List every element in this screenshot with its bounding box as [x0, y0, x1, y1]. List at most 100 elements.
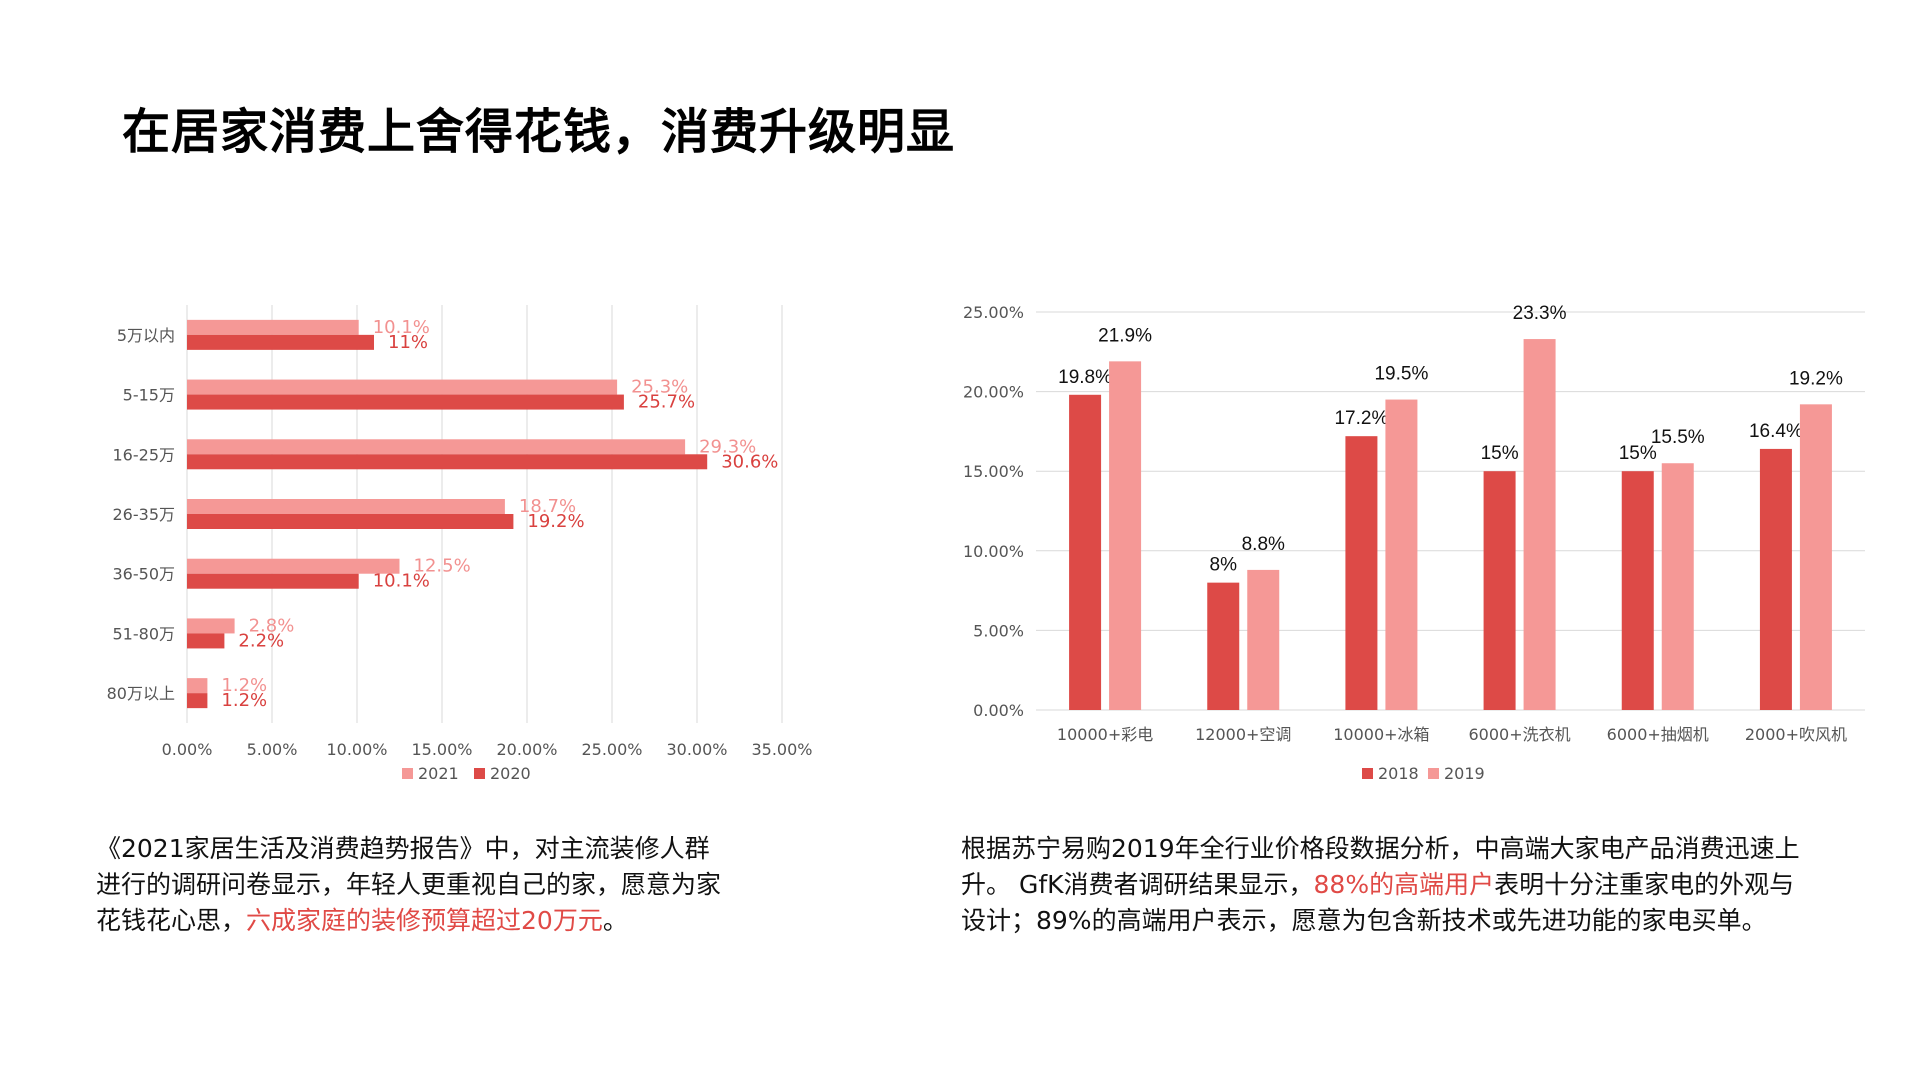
data-label-2020: 10.1%	[373, 571, 430, 592]
left-text-line: 进行的调研问卷显示，年轻人更重视自己的家，愿意为家	[96, 870, 722, 899]
left-highlight: 六成家庭的装修预算超过20万元	[246, 906, 603, 935]
category-label: 80万以上	[107, 684, 175, 703]
data-label-2018: 17.2%	[1334, 408, 1388, 429]
left-text-span: 。	[602, 906, 628, 935]
bar-2019	[1247, 569, 1280, 710]
right-text-line: 升。 GfK消费者调研结果显示，88%的高端用户表明十分注重家电的外观与	[961, 867, 1800, 903]
category-label: 10000+彩电	[1057, 725, 1153, 744]
y-tick-label: 15.00%	[963, 462, 1024, 481]
legend-label-2018: 2018	[1378, 764, 1419, 783]
bar-2020	[187, 573, 359, 589]
bar-2021	[187, 319, 359, 335]
bar-2020	[187, 633, 225, 649]
data-label-2018: 15%	[1481, 443, 1519, 464]
category-label: 51-80万	[113, 624, 176, 643]
data-label-2019: 23.3%	[1513, 303, 1567, 324]
x-tick-label: 5.00%	[247, 740, 298, 759]
x-tick-label: 10.00%	[326, 740, 387, 759]
y-tick-label: 25.00%	[963, 303, 1024, 322]
y-tick-label: 20.00%	[963, 383, 1024, 402]
category-label: 5万以内	[117, 326, 175, 345]
data-label-2020: 30.6%	[721, 451, 778, 472]
bar-2018	[1207, 582, 1240, 710]
data-label-2019: 19.5%	[1374, 364, 1428, 385]
data-label-2021: 12.5%	[414, 556, 471, 577]
data-label-2021: 1.2%	[221, 675, 267, 696]
right-highlight: 88%的高端用户	[1313, 870, 1495, 899]
legend-swatch-2021	[402, 768, 413, 779]
bar-2019	[1661, 463, 1694, 710]
y-tick-label: 10.00%	[963, 542, 1024, 561]
data-label-2019: 8.8%	[1242, 534, 1285, 555]
legend-swatch-2018	[1362, 768, 1373, 779]
data-label-2020: 19.2%	[527, 511, 584, 532]
bar-2020	[187, 394, 624, 410]
x-tick-label: 20.00%	[496, 740, 557, 759]
category-label: 26-35万	[113, 505, 176, 524]
right-text-span: 表明十分注重家电的外观与	[1494, 870, 1795, 899]
legend-swatch-2019	[1428, 768, 1439, 779]
left-text-line: 《2021家居生活及消费趋势报告》中，对主流装修人群	[96, 834, 710, 863]
bar-2019	[1523, 339, 1556, 710]
data-label-2018: 15%	[1619, 443, 1657, 464]
right-text-span: 升。 GfK消费者调研结果显示，	[961, 870, 1314, 899]
data-label-2021: 25.3%	[631, 377, 688, 398]
bar-2019	[1799, 404, 1832, 710]
data-label-2019: 19.2%	[1789, 368, 1843, 389]
right-text-line: 根据苏宁易购2019年全行业价格段数据分析，中高端大家电产品消费迅速上	[961, 834, 1800, 863]
data-label-2021: 18.7%	[519, 496, 576, 517]
left-description: 《2021家居生活及消费趋势报告》中，对主流装修人群 进行的调研问卷显示，年轻人…	[96, 831, 721, 939]
data-label-2020: 2.2%	[238, 630, 284, 651]
data-label-2018: 19.8%	[1058, 367, 1112, 388]
category-label: 10000+冰箱	[1333, 725, 1429, 744]
bar-2021	[187, 499, 505, 514]
x-tick-label: 15.00%	[411, 740, 472, 759]
category-label: 36-50万	[113, 565, 176, 584]
page-title: 在居家消费上舍得花钱，消费升级明显	[122, 104, 956, 160]
x-tick-label: 35.00%	[751, 740, 812, 759]
bar-2020	[187, 334, 374, 350]
category-label: 5-15万	[123, 386, 175, 405]
bar-2018	[1483, 471, 1516, 710]
bar-2019	[1385, 399, 1418, 710]
y-tick-label: 0.00%	[973, 701, 1024, 720]
bar-2018	[1621, 471, 1654, 710]
right-description: 根据苏宁易购2019年全行业价格段数据分析，中高端大家电产品消费迅速上 升。 G…	[961, 831, 1800, 939]
bar-2021	[187, 558, 400, 574]
data-label-2019: 15.5%	[1651, 427, 1705, 448]
category-label: 6000+洗衣机	[1469, 725, 1571, 744]
category-label: 16-25万	[113, 445, 176, 464]
data-label-2018: 16.4%	[1749, 421, 1803, 442]
bar-2018	[1069, 394, 1102, 710]
appliance-bar-chart: 0.00% 5.00% 10.00% 15.00% 20.00% 25.00% 10000+…	[963, 303, 1865, 783]
data-label-2020: 1.2%	[221, 690, 267, 711]
data-label-2021: 2.8%	[249, 615, 295, 636]
right-text-line: 设计；89%的高端用户表示，愿意为包含新技术或先进功能的家电买单。	[961, 906, 1767, 935]
bar-2019	[1109, 361, 1142, 710]
x-tick-label: 0.00%	[162, 740, 213, 759]
bar-2021	[187, 618, 235, 634]
left-text-span: 花钱花心思，	[96, 906, 247, 935]
data-label-2021: 10.1%	[373, 317, 430, 338]
x-tick-label: 30.00%	[666, 740, 727, 759]
bar-2018	[1345, 436, 1378, 710]
legend-swatch-2020	[474, 768, 485, 779]
category-label: 6000+抽烟机	[1607, 725, 1709, 744]
data-label-2019: 21.9%	[1098, 325, 1152, 346]
y-tick-label: 5.00%	[973, 621, 1024, 640]
data-label-2018: 8%	[1210, 555, 1238, 576]
bar-2020	[187, 454, 708, 470]
legend-label-2020: 2020	[490, 764, 531, 783]
bar-2021	[187, 678, 208, 694]
category-label: 2000+吹风机	[1745, 725, 1847, 744]
bar-2018	[1759, 448, 1792, 710]
bar-2020	[187, 693, 208, 709]
legend-label-2021: 2021	[418, 764, 459, 783]
data-label-2020: 11%	[388, 332, 428, 353]
budget-bar-chart: 0.00% 5.00% 10.00% 15.00% 20.00% 25.00% 30.00%…	[107, 305, 813, 783]
data-label-2020: 25.7%	[638, 392, 695, 413]
bar-2021	[187, 379, 618, 395]
data-label-2021: 29.3%	[699, 436, 756, 457]
left-text-line: 花钱花心思，六成家庭的装修预算超过20万元。	[96, 903, 721, 939]
bar-2020	[187, 514, 514, 529]
